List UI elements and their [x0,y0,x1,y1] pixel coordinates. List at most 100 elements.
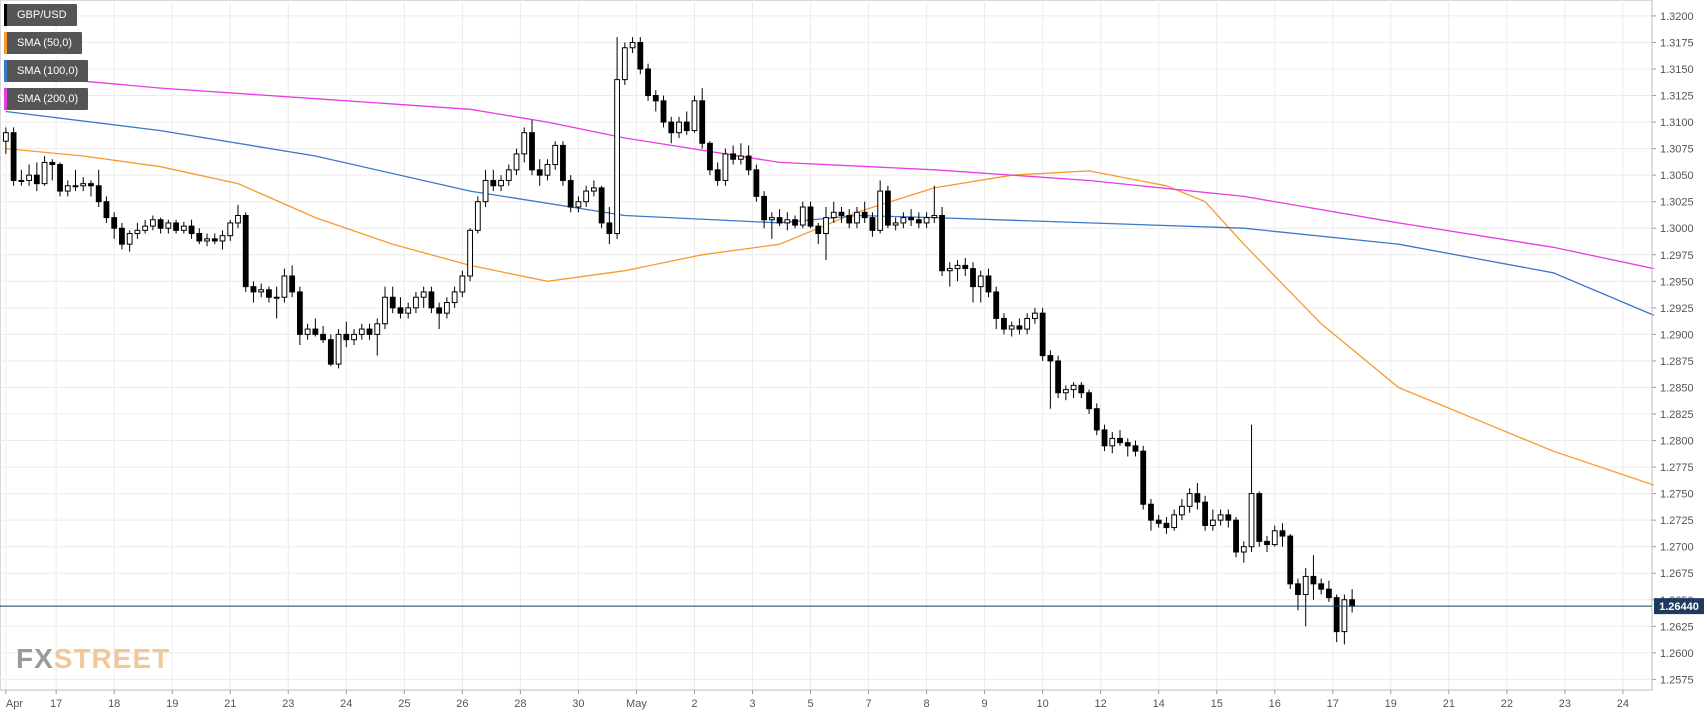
x-tick-label: 16 [1269,698,1281,710]
legend-sma-50[interactable]: SMA (50,0) [4,32,83,54]
candle-body [699,100,706,144]
candle-body [1171,514,1178,529]
candle [854,207,860,229]
x-tick-label: 3 [749,698,755,710]
y-tick-label: 1.2900 [1660,329,1694,341]
candle [1186,488,1193,513]
y-tick-label: 1.3150 [1660,64,1694,76]
candle-body [815,225,822,235]
plot-border [0,0,1653,691]
candle-body [583,190,590,203]
candle [1132,440,1139,457]
candle [722,148,729,186]
sma-50-line [5,147,1655,486]
legend-label: SMA (200,0) [17,93,79,105]
candle [10,127,17,186]
candle-body [219,235,226,242]
candle [57,162,63,197]
candle [1318,578,1325,595]
candle [327,334,334,367]
x-tick-label: 2 [691,698,697,710]
candle-body [88,183,94,187]
y-tick-label: 1.3050 [1660,170,1694,182]
x-tick-label: 17 [50,698,62,710]
candle-body [529,132,535,171]
candle-body [451,291,458,304]
x-tick-label: 23 [1559,698,1571,710]
candle [1008,321,1015,337]
candle-body [281,275,288,298]
candle-body [923,217,930,224]
candle [869,212,876,237]
candle-body [637,41,644,70]
candle [1310,555,1317,600]
candle-body [235,214,241,224]
candle-body [2,132,9,142]
candle-body [1194,493,1201,503]
candle-body [49,161,56,166]
candle-body [1117,437,1123,444]
candle-body [668,121,675,134]
candle-body [1233,519,1239,553]
candle-body [575,201,582,208]
candle [838,207,845,223]
candle-body [645,68,651,97]
candle [590,180,597,197]
candle [1333,594,1340,643]
candle-body [149,219,156,227]
candle-body [366,328,373,335]
candle [134,222,141,239]
candle-body [869,217,876,231]
candle-body [884,190,891,226]
candle [1148,498,1154,531]
candle-body [1333,597,1340,633]
candle [1024,313,1031,335]
x-tick-label: 5 [807,698,813,710]
candle [1016,318,1023,335]
candle-body [33,174,40,185]
candle [884,185,891,229]
logo-fx: FX [16,643,54,674]
y-tick-label: 1.2625 [1660,621,1694,633]
x-tick-label: 24 [340,698,352,710]
candle [490,169,497,192]
candle-body [792,219,798,226]
legend-gbpusd[interactable]: GBP/USD [4,4,77,26]
candle-body [273,296,280,299]
candle-body [389,296,396,309]
candle-body [188,225,195,235]
y-tick-label: 1.2850 [1660,382,1694,394]
candle-body [103,201,110,219]
candle [1326,580,1332,602]
x-tick-label: May [626,698,647,710]
candle [111,212,118,239]
candle [1062,385,1069,401]
candle [1039,307,1046,361]
candle [467,228,473,282]
candle-body [1070,384,1077,391]
legend-sma-200[interactable]: SMA (200,0) [4,88,89,110]
candle-body [1086,392,1092,410]
candle-body [474,201,481,231]
candle-body [753,169,760,197]
logo-street: STREET [53,643,171,674]
candle [970,262,976,303]
candle-body [312,328,319,335]
y-tick-label: 1.3000 [1660,223,1694,235]
candle-body [180,225,187,231]
x-tick-label: 8 [924,698,930,710]
candle [1179,498,1185,521]
candle [219,230,226,250]
candle [614,37,620,239]
candle [1233,516,1239,558]
candle [1248,424,1255,552]
legend-sma-100[interactable]: SMA (100,0) [4,60,89,82]
candle-body [157,219,164,229]
y-tick-label: 1.2875 [1660,356,1694,368]
candle-body [1001,317,1007,330]
candle [242,212,249,292]
candle-body [915,219,922,224]
candle [792,215,798,229]
candle [683,111,690,135]
